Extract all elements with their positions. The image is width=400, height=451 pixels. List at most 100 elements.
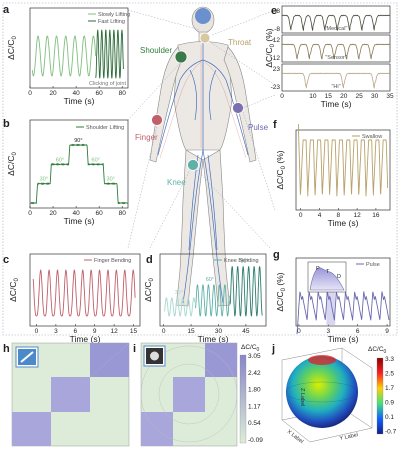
finger-label: Finger	[135, 133, 158, 142]
colorbar-hi: ΔC/C0 3.05 2.42 1.80 1.17 0.54 -0.09	[239, 344, 263, 444]
panel-c-letter: c	[3, 254, 9, 266]
panel-j: j X Label Y Label Z Label ΔC/C0 3.3 2.5 1.…	[271, 343, 397, 445]
x-tick-label: 60	[96, 90, 104, 97]
x-tick-label: 15	[187, 328, 195, 335]
x-tick-label: 0	[28, 210, 32, 217]
y-axis-label: ΔC/C0	[8, 278, 20, 302]
angle-label: 30°	[40, 177, 48, 183]
speech-signal-line	[281, 43, 391, 60]
colorbar-tick-label: 1.80	[248, 387, 261, 394]
y-axis-label: ΔC/C0	[143, 278, 155, 302]
sensitivity-sphere	[286, 356, 358, 428]
x-tick-label: 0	[35, 328, 39, 335]
y-tick-label: -23	[271, 84, 281, 91]
panel-a-letter: a	[3, 4, 10, 16]
legend-label: Shoulder Lifting	[86, 125, 124, 131]
y-axis-label: ΔC/C0 (%)	[275, 150, 287, 189]
x-tick-label: 40	[73, 210, 81, 217]
connector-lines	[127, 9, 276, 249]
colorbar-hi-title: ΔC/C0	[241, 344, 260, 353]
plot-frame	[295, 257, 391, 327]
inset-label-d: D	[337, 274, 341, 280]
x-tick-label: 9	[93, 328, 97, 335]
plot-frame	[159, 253, 267, 327]
angle-label: 60°	[56, 157, 64, 163]
panel-d-letter: d	[146, 254, 153, 266]
colorbar-tick-label: 0.54	[248, 420, 261, 427]
panel-b: b ΔC/C0 Time (s) 0 20 40 60 80 30° 60° 90° 60° 30° Sh…	[3, 118, 129, 226]
x-tick-label: 25	[356, 93, 364, 100]
panel-a: a ΔC/C0 Time (s) 0 20 40 60 80 Slowly LiftingFas…	[3, 4, 130, 106]
plot-frame	[29, 119, 129, 209]
colorbar-tick-label: -0.7	[385, 429, 397, 436]
x-tick-label: 0	[28, 90, 32, 97]
x-tick-label: 80	[119, 90, 127, 97]
finger-bending-line	[32, 269, 136, 317]
colorbar-tick-label: 3.05	[248, 353, 261, 360]
panel-f: f ΔC/C0 (%) Time (s) 0 4 8 12 16 Swallow	[273, 119, 391, 228]
z-axis-label: Z Label	[299, 388, 305, 406]
panel-d: d ΔC/C0 Time (s) 0 15 30 45 30° 60° 90°Knee Bendi…	[143, 253, 267, 344]
shoulder-marker	[174, 50, 188, 64]
x-tick-label: 3	[54, 328, 58, 335]
colorbar-tick-label: 3.3	[385, 356, 394, 363]
heatmap-cell	[173, 377, 205, 412]
y-axis-label: ΔC/C0 (%)	[275, 272, 287, 311]
panel-i: i ΔC/C0 3.05 2.42 1.80 1.17 0.54 -0.09	[133, 342, 263, 447]
panel-g: g ΔC/C0 (%) Time (s) 0 3 6 9 P T D Pulse	[273, 249, 391, 344]
angle-label: 90°	[240, 259, 248, 265]
y-tick-label: 23	[273, 66, 281, 73]
shoulder-label: Shoulder	[140, 46, 172, 55]
colorbar-j-title: ΔC/C0	[368, 346, 387, 355]
sphere-hotspot	[308, 355, 336, 365]
row-frame	[281, 5, 391, 34]
speech-signal-line	[281, 72, 391, 89]
angle-label: 90°	[74, 138, 82, 144]
angle-label: 60°	[92, 157, 100, 163]
x-tick-label: 8	[336, 212, 340, 219]
panel-b-letter: b	[3, 118, 10, 130]
x-axis-label: Time (s)	[64, 216, 95, 226]
x-axis-label: Time (s)	[198, 334, 229, 344]
x-axis-label: X Label	[286, 429, 304, 445]
legend-label: Swallow	[362, 134, 382, 140]
throat-marker	[199, 32, 211, 44]
y-axis-label: ΔC/C0 (%)	[264, 28, 276, 67]
finger-marker	[151, 114, 163, 126]
colorbar-tick-label: 1.7	[385, 385, 394, 392]
panel-e: e ΔC/C0 (%) 8 -8 "Medical" 12 -12 "Sensor" 23 -23…	[264, 5, 394, 109]
pulse-marker	[232, 102, 244, 114]
shoulder-lifting-line	[30, 143, 128, 205]
x-tick-label: 80	[119, 210, 127, 217]
y-tick-label: -8	[274, 26, 280, 33]
angle-label: 30°	[175, 290, 183, 296]
x-tick-label: 6	[356, 328, 360, 335]
x-tick-label: 20	[340, 93, 348, 100]
word-label: "Sensor"	[325, 55, 346, 61]
y-tick-label: 12	[273, 37, 281, 44]
x-tick-label: 4	[318, 212, 322, 219]
panel-h-heatmap	[11, 342, 130, 447]
knee-bending-line	[164, 297, 196, 317]
x-tick-label: 0	[299, 212, 303, 219]
x-tick-label: 20	[49, 90, 57, 97]
x-tick-label: 10	[309, 93, 317, 100]
x-tick-label: 15	[325, 93, 333, 100]
x-tick-label: 3	[327, 328, 331, 335]
panel-e-letter: e	[271, 5, 277, 17]
row-frame	[281, 63, 391, 92]
panel-i-heatmap	[140, 342, 238, 447]
pulse-line	[296, 291, 390, 335]
plot-frame	[29, 253, 141, 327]
x-tick-label: 0	[297, 328, 301, 335]
x-tick-label: 35	[386, 93, 394, 100]
panel-c: c ΔC/C0 Time (s) 0 3 6 9 12 15 Finger Bending	[3, 253, 141, 344]
x-axis-label: Time (s)	[64, 96, 95, 106]
legend-label: Slowly Lifting	[98, 12, 130, 18]
word-label: "Hi"	[331, 84, 340, 90]
highlight-band	[326, 290, 336, 325]
slowly-lifting-line	[31, 35, 97, 77]
y-tick-label: 8	[276, 8, 280, 15]
